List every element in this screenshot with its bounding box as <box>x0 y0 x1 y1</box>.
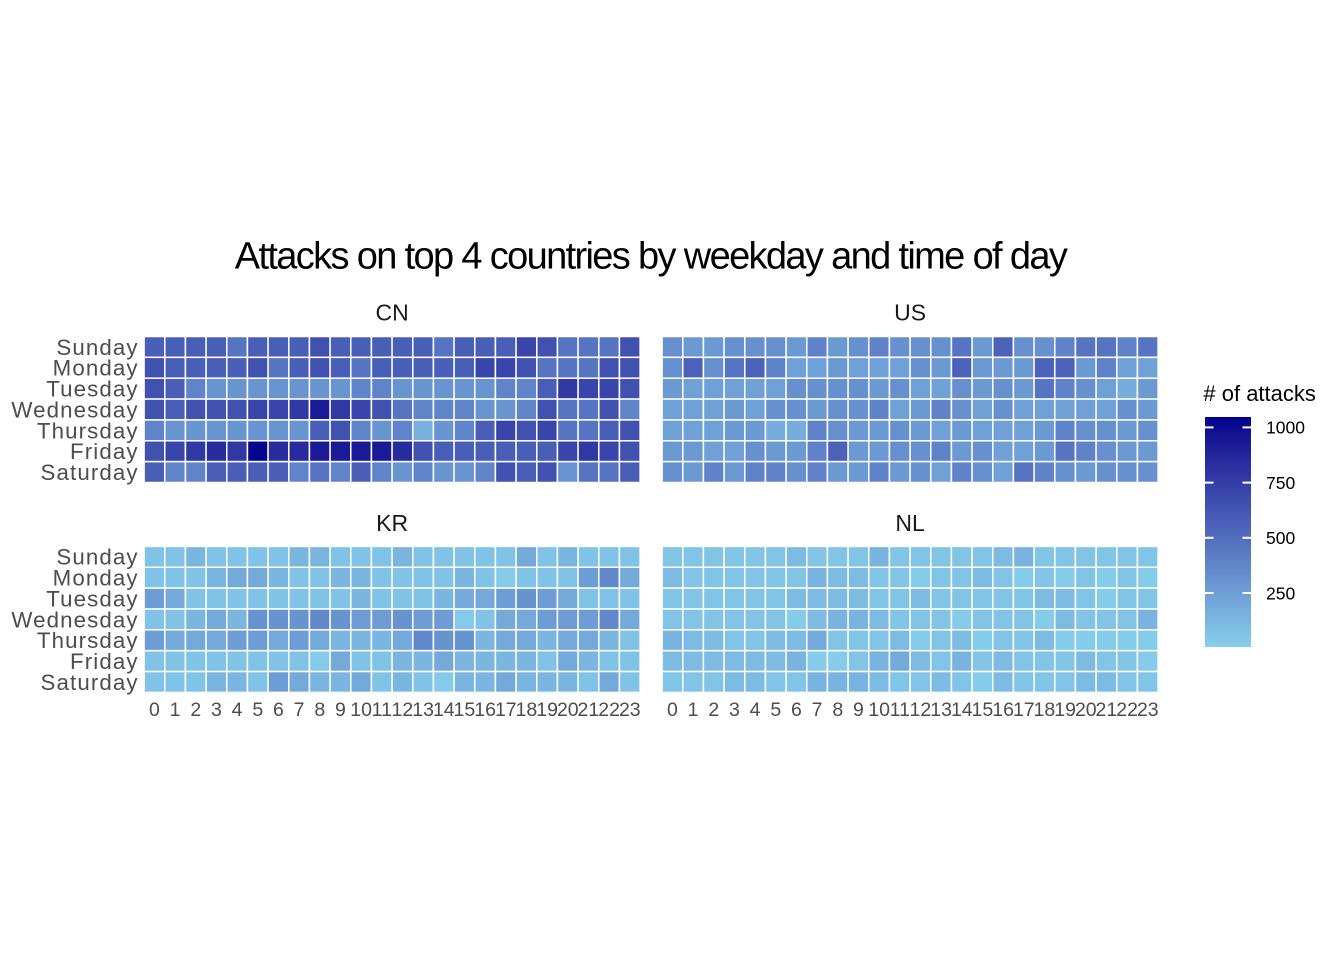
svg-text:Tuesday: Tuesday <box>46 377 138 402</box>
svg-text:19: 19 <box>536 699 558 721</box>
svg-text:18: 18 <box>516 699 538 721</box>
svg-text:NL: NL <box>895 510 925 536</box>
svg-text:2: 2 <box>708 699 719 721</box>
svg-text:CN: CN <box>375 300 408 326</box>
svg-text:19: 19 <box>1054 699 1076 721</box>
svg-text:Monday: Monday <box>53 566 139 591</box>
svg-text:Sunday: Sunday <box>56 545 138 570</box>
svg-text:2: 2 <box>190 699 201 721</box>
svg-text:Sunday: Sunday <box>56 335 138 360</box>
svg-text:21: 21 <box>578 699 600 721</box>
svg-text:4: 4 <box>750 699 761 721</box>
svg-text:14: 14 <box>951 699 973 721</box>
svg-text:13: 13 <box>930 699 952 721</box>
svg-text:8: 8 <box>832 699 843 721</box>
svg-text:11: 11 <box>372 699 392 721</box>
svg-text:13: 13 <box>412 699 434 721</box>
svg-text:9: 9 <box>335 699 346 721</box>
svg-text:23: 23 <box>619 699 641 721</box>
svg-text:16: 16 <box>992 699 1014 721</box>
svg-text:12: 12 <box>392 699 414 721</box>
svg-text:17: 17 <box>495 699 517 721</box>
svg-text:8: 8 <box>314 699 325 721</box>
svg-text:9: 9 <box>853 699 864 721</box>
svg-text:3: 3 <box>729 699 740 721</box>
svg-text:1000: 1000 <box>1266 418 1305 438</box>
svg-text:11: 11 <box>890 699 910 721</box>
svg-text:20: 20 <box>557 699 579 721</box>
svg-text:# of attacks: # of attacks <box>1203 381 1316 406</box>
svg-text:Thursday: Thursday <box>37 418 139 443</box>
svg-text:1: 1 <box>170 699 181 721</box>
svg-text:KR: KR <box>376 510 408 536</box>
svg-text:14: 14 <box>433 699 455 721</box>
svg-text:Wednesday: Wednesday <box>11 607 138 632</box>
svg-text:3: 3 <box>211 699 222 721</box>
svg-text:500: 500 <box>1266 528 1295 548</box>
svg-text:6: 6 <box>791 699 802 721</box>
svg-text:6: 6 <box>273 699 284 721</box>
svg-text:Saturday: Saturday <box>41 670 139 695</box>
svg-text:4: 4 <box>232 699 243 721</box>
svg-text:7: 7 <box>294 699 305 721</box>
svg-text:5: 5 <box>252 699 263 721</box>
svg-text:15: 15 <box>454 699 476 721</box>
svg-text:5: 5 <box>770 699 781 721</box>
svg-text:Friday: Friday <box>70 439 139 464</box>
svg-text:12: 12 <box>910 699 932 721</box>
svg-text:Friday: Friday <box>70 649 139 674</box>
svg-text:Tuesday: Tuesday <box>46 586 138 611</box>
svg-text:Monday: Monday <box>53 356 139 381</box>
svg-text:17: 17 <box>1013 699 1035 721</box>
svg-text:US: US <box>894 300 926 326</box>
svg-text:22: 22 <box>1116 699 1138 721</box>
svg-text:0: 0 <box>667 699 678 721</box>
svg-text:Saturday: Saturday <box>41 460 139 485</box>
svg-text:250: 250 <box>1266 583 1295 603</box>
svg-text:16: 16 <box>474 699 496 721</box>
svg-text:10: 10 <box>868 699 890 721</box>
svg-text:20: 20 <box>1075 699 1097 721</box>
svg-text:22: 22 <box>598 699 620 721</box>
svg-text:1: 1 <box>688 699 699 721</box>
svg-text:Thursday: Thursday <box>37 628 139 653</box>
svg-text:750: 750 <box>1266 473 1295 493</box>
svg-text:10: 10 <box>350 699 372 721</box>
svg-text:7: 7 <box>812 699 823 721</box>
svg-text:Wednesday: Wednesday <box>11 397 138 422</box>
svg-text:23: 23 <box>1137 699 1159 721</box>
svg-text:21: 21 <box>1096 699 1118 721</box>
svg-text:0: 0 <box>149 699 160 721</box>
svg-text:15: 15 <box>972 699 994 721</box>
svg-text:18: 18 <box>1034 699 1056 721</box>
svg-text:Attacks on top 4 countries by: Attacks on top 4 countries by weekday an… <box>235 236 1068 278</box>
